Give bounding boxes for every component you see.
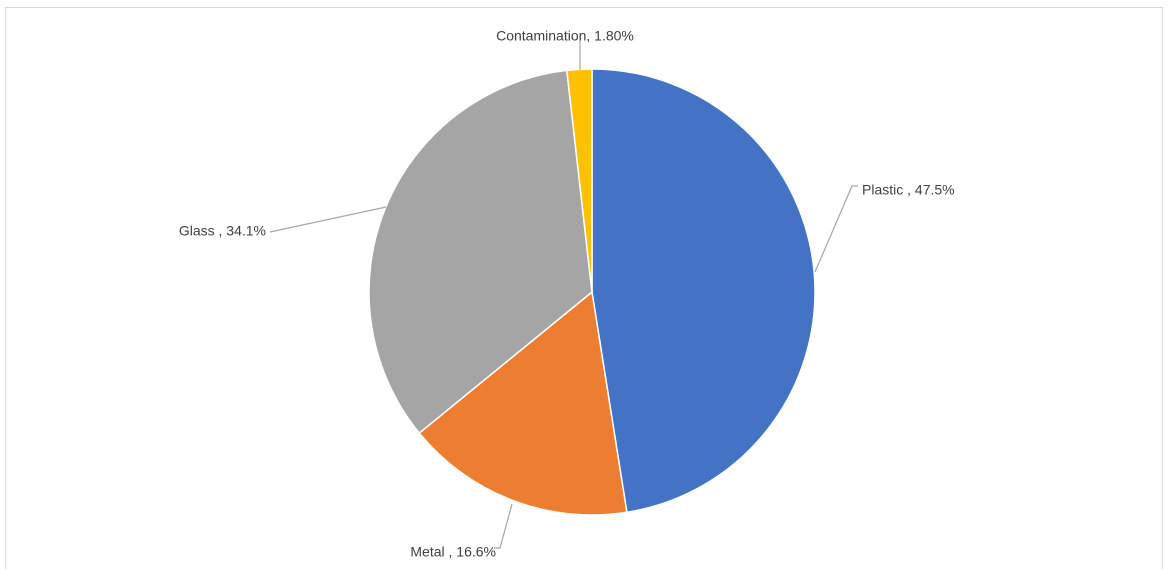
leader-lines: [269, 40, 858, 549]
data-label-plastic: Plastic , 47.5%: [862, 182, 955, 198]
data-label-glass: Glass , 34.1%: [179, 223, 266, 239]
leader-line-plastic: [814, 185, 858, 273]
pie-slice-plastic: [591, 68, 816, 514]
data-labels: Plastic , 47.5% Metal , 16.6% Glass , 34.1…: [179, 28, 955, 560]
data-label-metal: Metal , 16.6%: [410, 544, 496, 560]
pie-slice-metal: [418, 290, 628, 516]
leader-line-metal: [494, 503, 513, 549]
pie-slice-contamination: [566, 68, 593, 293]
leader-line-glass: [269, 206, 387, 233]
pie-slice-glass: [368, 69, 593, 435]
data-label-contamination: Contamination, 1.80%: [496, 28, 634, 44]
pie-slices: [368, 68, 816, 516]
